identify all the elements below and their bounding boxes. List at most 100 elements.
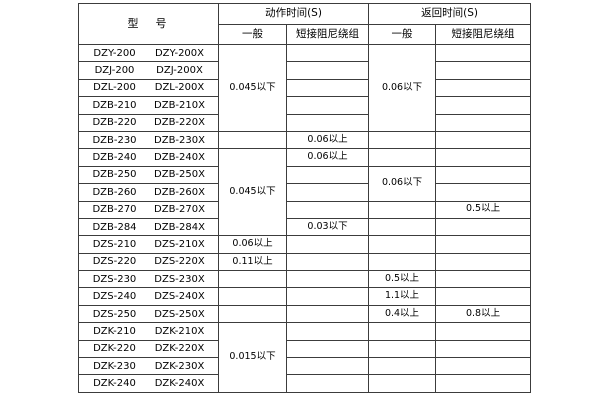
table-row: DZB-230 DZB-230X 0.06以上 (78, 130, 532, 150)
table-row: DZK-220 DZK-220X (78, 339, 532, 359)
model-cell: DZB-284 DZB-284X (78, 217, 219, 237)
return-general-value (368, 374, 437, 393)
return-damping-value (435, 78, 532, 98)
return-general-value: 0.4以上 (368, 304, 437, 324)
model-code-secondary: DZB-210X (154, 99, 205, 111)
return-damping-value: 0.8以上 (435, 304, 532, 324)
model-cell: DZJ-200 DZJ-200X (78, 61, 219, 80)
return-damping-value (435, 287, 532, 306)
action-damping-value (368, 217, 437, 237)
action-damping-value (285, 61, 370, 80)
action-damping-value (285, 78, 370, 98)
model-code-primary: DZB-260 (92, 186, 137, 198)
return-general-value (368, 200, 437, 219)
model-cell: DZS-220 DZS-220X (78, 252, 219, 272)
model-code-primary: DZS-240 (92, 291, 137, 303)
action-damping-value (285, 43, 370, 63)
action-damping-value (285, 183, 370, 202)
action-damping-value (285, 374, 370, 393)
table-row: DZK-230 DZK-230X (78, 357, 532, 376)
model-cell: DZB-210 DZB-210X (78, 96, 219, 115)
model-code-primary: DZK-210 (93, 325, 136, 337)
action-damping-value (285, 339, 370, 359)
model-cell: DZS-210 DZS-210X (78, 235, 219, 254)
model-code-secondary: DZB-270X (154, 204, 205, 216)
return-damping-value (435, 339, 532, 359)
model-code-secondary: DZY-200X (154, 47, 205, 59)
return-general-value (368, 339, 437, 359)
table-row: DZK-240 DZK-240X (78, 374, 532, 393)
model-cell: DZB-220 DZB-220X (78, 113, 219, 132)
action-damping-value (285, 200, 370, 219)
relay-timing-table: 型 号 动作时间(S) 返回时间(S) 一般 短接阻尼绕组 一般 短接阻尼绕组 … (78, 3, 532, 393)
action-general-value: 0.06以上 (218, 235, 287, 254)
table-row: DZK-210 DZK-210X 0.015以下 (78, 322, 532, 393)
model-cell: DZB-250 DZB-250X (78, 165, 219, 185)
model-code-primary: DZS-230 (92, 273, 137, 285)
table-row: DZS-220 DZS-220X 0.11以上 (78, 252, 532, 272)
header-action-general: 一般 (218, 24, 287, 45)
return-general-value (435, 217, 532, 237)
header-row-sub: 一般 短接阻尼绕组 一般 短接阻尼绕组 (79, 24, 532, 45)
action-general-value: 0.015以下 (218, 322, 287, 393)
header-return-general: 一般 (368, 24, 437, 45)
action-damping-value (285, 113, 370, 132)
action-damping-value (285, 270, 370, 289)
model-cell: DZB-260 DZB-260X (78, 183, 219, 202)
model-cell: DZS-230 DZS-230X (78, 270, 219, 289)
model-cell: DZB-270 DZB-270X (78, 200, 219, 219)
return-general-value (368, 130, 437, 150)
table-row: DZB-260 DZB-260X (78, 183, 532, 202)
return-damping-value (435, 165, 532, 185)
model-cell: DZS-240 DZS-240X (78, 287, 219, 306)
return-general-value (368, 322, 437, 341)
action-general-value (218, 287, 287, 306)
action-damping-value (285, 322, 370, 341)
model-code-primary: DZB-270 (92, 204, 137, 216)
return-damping-value (435, 61, 532, 80)
model-code-secondary: DZS-230X (154, 273, 205, 285)
table-header: 型 号 动作时间(S) 返回时间(S) 一般 短接阻尼绕组 一般 短接阻尼绕组 (78, 3, 532, 45)
return-general-value: 0.06以下 (368, 44, 437, 132)
action-general-value: 0.045以下 (218, 44, 287, 132)
action-damping-value: 0.06以上 (285, 148, 370, 167)
header-model: 型 号 (78, 3, 219, 45)
action-general-value (218, 270, 287, 289)
return-damping-value (435, 252, 532, 272)
model-code-primary: DZK-240 (93, 378, 136, 390)
action-general-value (218, 130, 287, 150)
action-general-value: 0.045以下 (218, 148, 287, 237)
model-code-primary: DZB-240 (92, 152, 137, 164)
model-code-primary: DZY-200 (93, 47, 136, 59)
return-damping-value: 0.5以上 (435, 200, 532, 219)
model-code-secondary: DZK-230X (154, 360, 205, 372)
model-code-secondary: DZS-210X (154, 238, 205, 250)
model-code-secondary: DZJ-200X (156, 65, 203, 77)
model-code-primary: DZK-220 (93, 343, 136, 355)
model-cell: DZK-230 DZK-230X (78, 357, 219, 376)
model-code-primary: DZJ-200 (94, 65, 135, 77)
table-body: DZY-200 DZY-200X 0.045以下 0.06以下 DZJ-200 … (78, 43, 532, 393)
header-return-damping: 短接阻尼绕组 (435, 24, 532, 45)
model-cell: DZK-240 DZK-240X (78, 374, 219, 393)
table-row: DZL-200 DZL-200X (78, 78, 532, 98)
model-cell: DZK-220 DZK-220X (78, 339, 219, 359)
return-general-value: 1.1以上 (368, 287, 437, 306)
model-code-secondary: DZK-210X (154, 325, 205, 337)
model-code-primary: DZB-250 (92, 169, 137, 181)
return-damping-value (435, 130, 532, 150)
model-code-primary: DZB-230 (92, 134, 137, 146)
model-code-secondary: DZB-284X (154, 221, 205, 233)
spec-table-container: 型 号 动作时间(S) 返回时间(S) 一般 短接阻尼绕组 一般 短接阻尼绕组 … (78, 3, 532, 393)
return-damping-value (435, 357, 532, 376)
table-row: DZB-240 DZB-240X 0.045以下 0.06以上 (78, 148, 532, 237)
table-row: DZS-240 DZS-240X 1.1以上 (78, 287, 532, 306)
model-code-secondary: DZK-240X (154, 378, 205, 390)
table-row: DZJ-200 DZJ-200X (78, 61, 532, 80)
return-damping-value (435, 270, 532, 289)
model-code-secondary: DZB-250X (154, 169, 205, 181)
action-damping-value (285, 96, 370, 115)
header-row-group: 型 号 动作时间(S) 返回时间(S) (78, 3, 532, 45)
action-damping-value (285, 252, 370, 272)
model-code-secondary: DZS-240X (154, 291, 205, 303)
